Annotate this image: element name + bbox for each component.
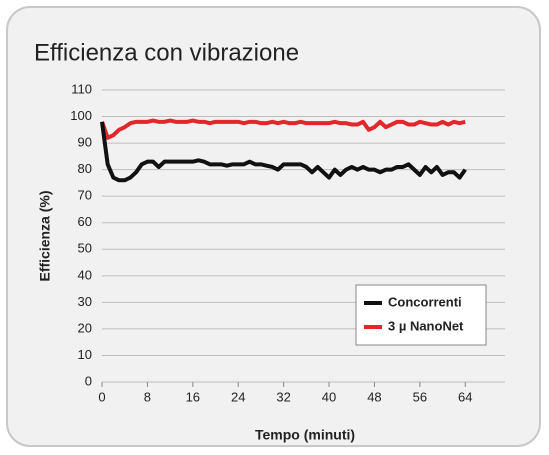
y-tick-label: 40 xyxy=(78,267,92,282)
x-tick-label: 32 xyxy=(276,389,290,404)
y-tick-label: 50 xyxy=(78,241,92,256)
series-line xyxy=(100,118,466,140)
y-tick-label: 90 xyxy=(78,135,92,150)
x-axis-label: Tempo (minuti) xyxy=(255,427,355,443)
x-tick-label: 24 xyxy=(231,389,245,404)
y-axis-label: Efficienza (%) xyxy=(37,190,53,281)
x-tick-label: 0 xyxy=(98,389,105,404)
x-tick-label: 8 xyxy=(144,389,151,404)
y-tick-label: 70 xyxy=(78,188,92,203)
series-line xyxy=(100,121,467,183)
x-tick-label: 48 xyxy=(367,389,381,404)
legend-label: Concorrenti xyxy=(388,294,462,309)
y-tick-label: 0 xyxy=(85,373,92,388)
y-tick-label: 100 xyxy=(70,108,92,123)
y-tick-label: 110 xyxy=(71,81,92,96)
legend-label: 3 µ NanoNet xyxy=(388,318,464,333)
chart-title: Efficienza con vibrazione xyxy=(34,39,299,66)
x-tick-label: 64 xyxy=(458,389,472,404)
legend-box xyxy=(355,284,487,346)
x-tick-label: 56 xyxy=(413,389,427,404)
y-tick-label: 60 xyxy=(78,214,92,229)
y-tick-label: 20 xyxy=(78,320,92,335)
x-tick-label: 16 xyxy=(186,389,200,404)
y-tick-label: 30 xyxy=(78,294,92,309)
y-tick-label: 10 xyxy=(78,347,92,362)
y-tick-label: 80 xyxy=(78,161,92,176)
x-tick-label: 40 xyxy=(322,389,336,404)
card xyxy=(6,6,541,447)
